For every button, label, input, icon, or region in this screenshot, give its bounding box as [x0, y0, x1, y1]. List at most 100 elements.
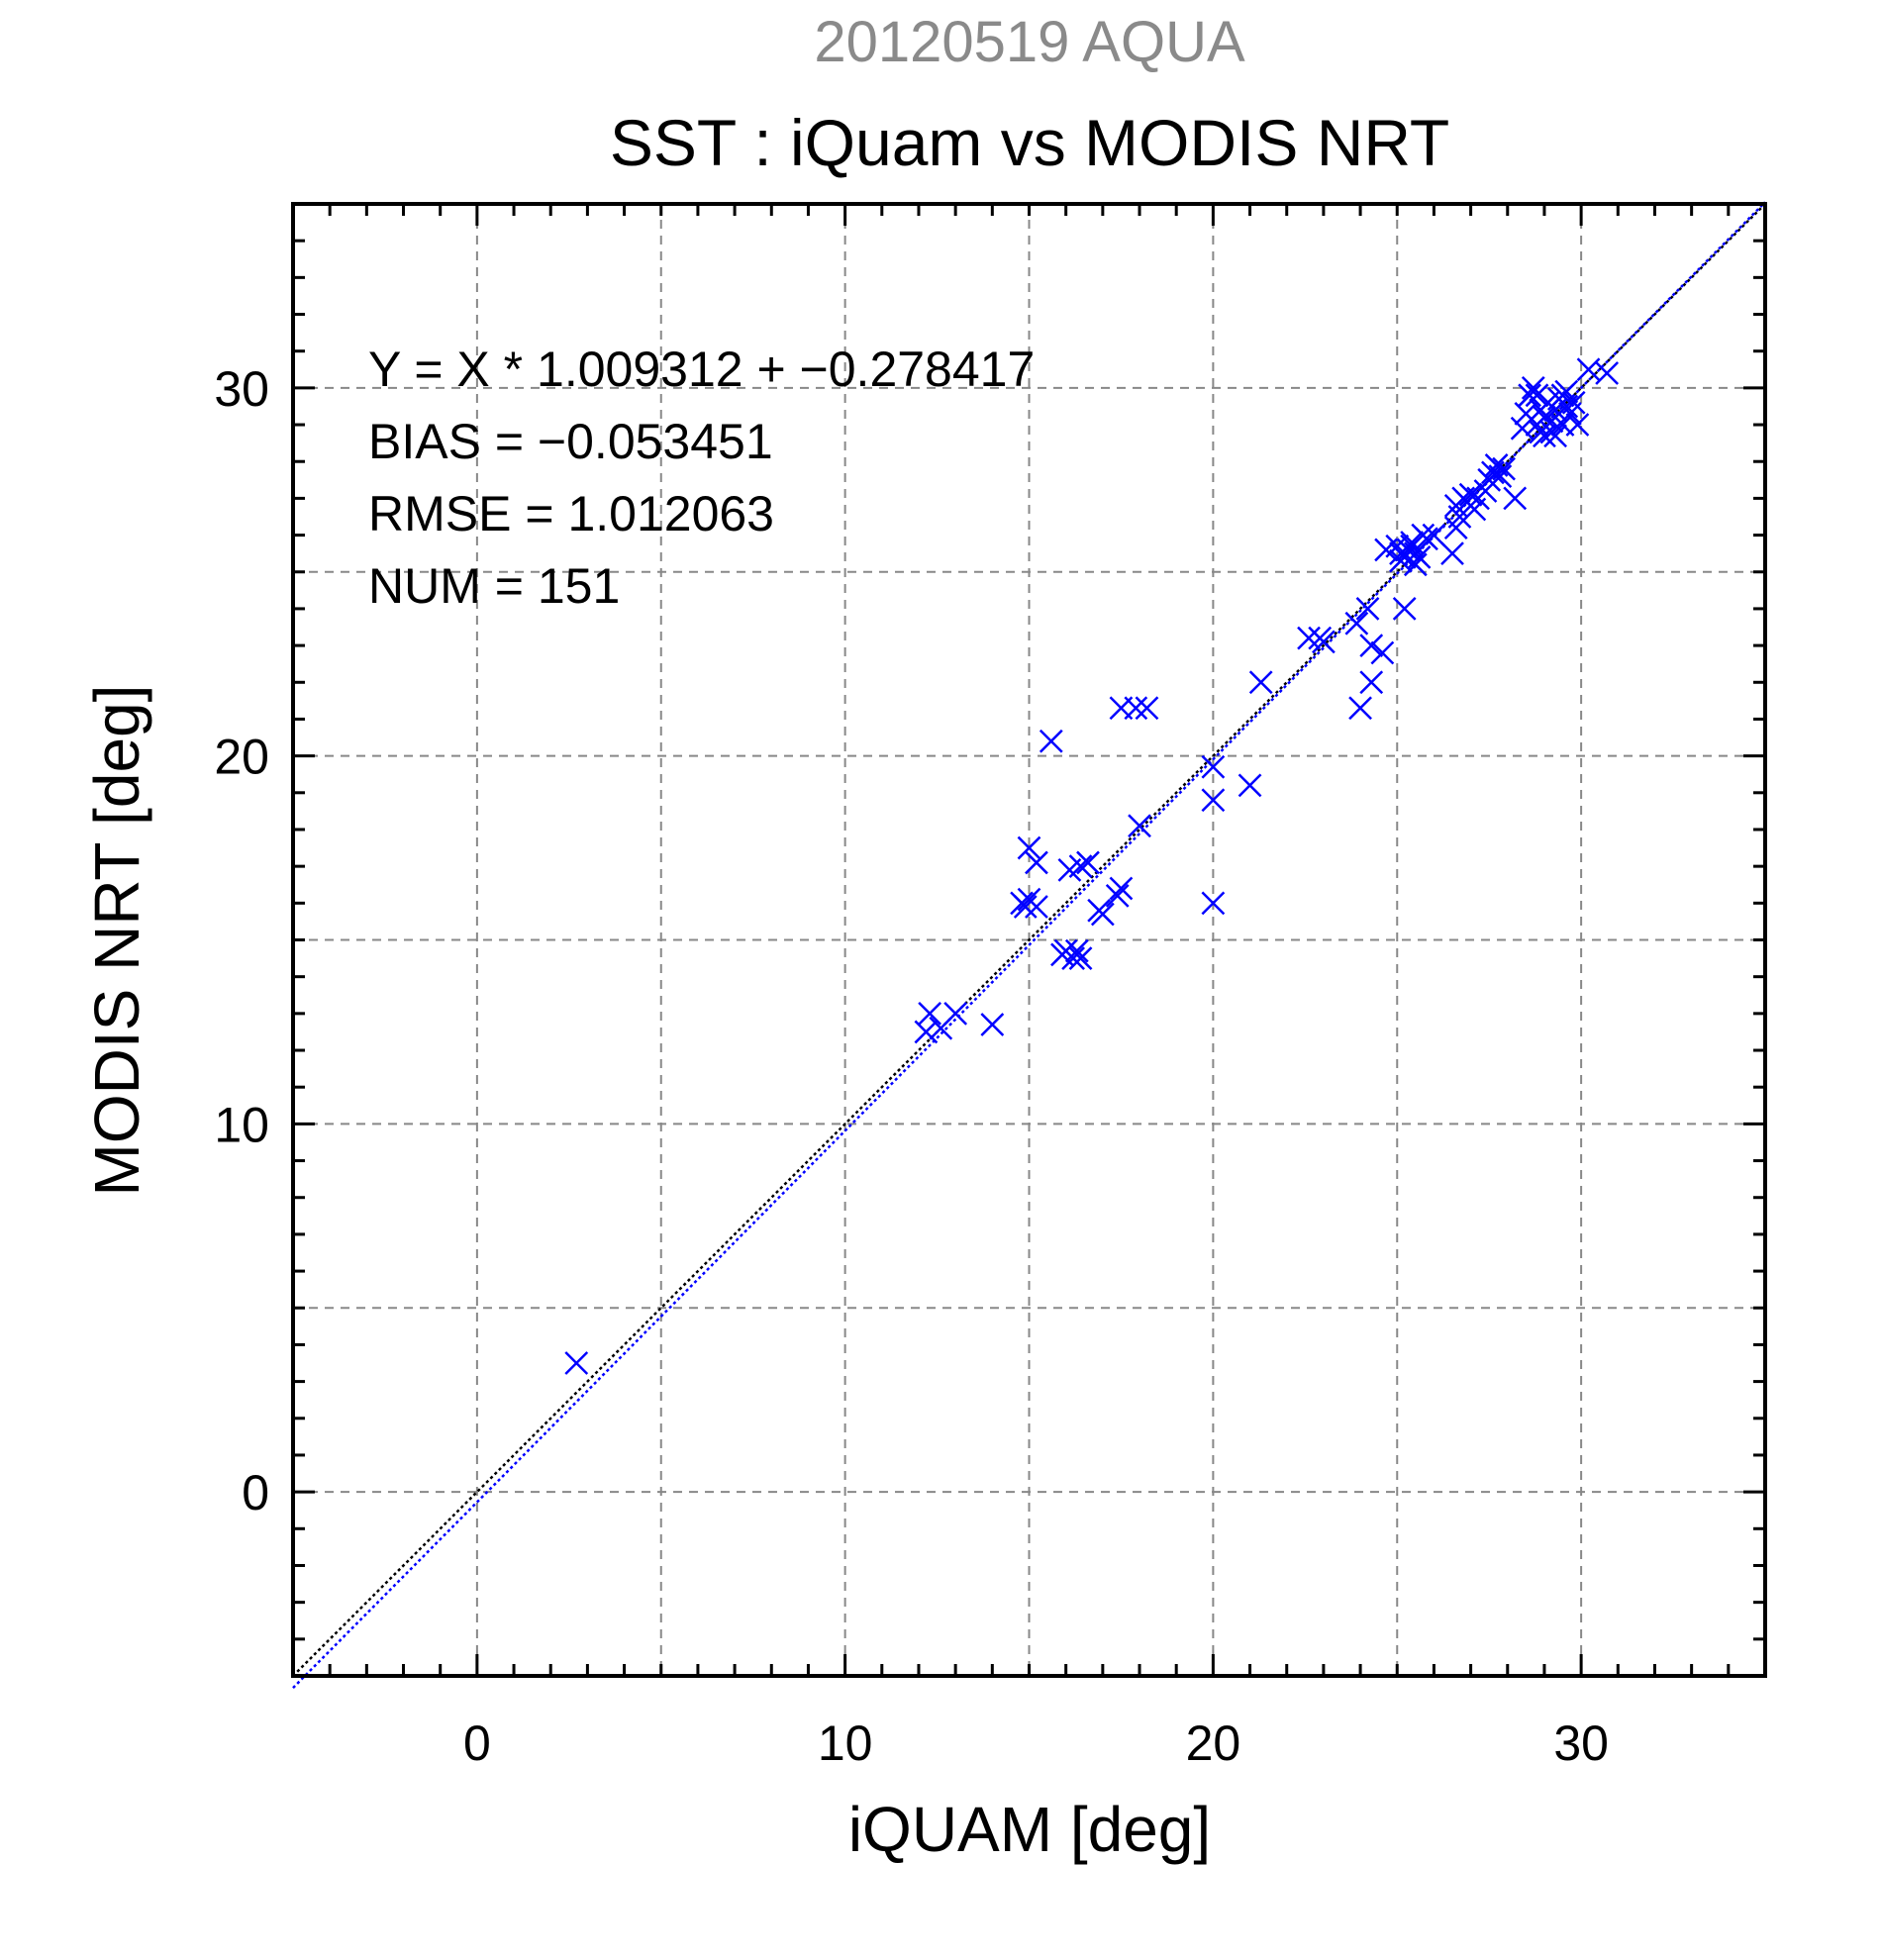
- data-point-stroke: [1359, 670, 1384, 695]
- data-point-stroke: [1521, 375, 1545, 400]
- data-point-stroke: [914, 1020, 939, 1044]
- data-point: [1064, 938, 1089, 963]
- data-point: [1492, 456, 1516, 481]
- data-point-stroke: [1561, 390, 1586, 415]
- regression-line: [292, 201, 1766, 1689]
- x-tick-label: 20: [1186, 1715, 1241, 1771]
- data-point-stroke: [1533, 405, 1556, 430]
- data-point: [1595, 361, 1620, 385]
- data-point: [1533, 405, 1556, 430]
- data-point: [980, 1013, 1005, 1036]
- data-point: [1518, 383, 1541, 408]
- data-point: [1068, 854, 1093, 879]
- data-point-stroke: [1105, 884, 1130, 908]
- data-point: [1484, 453, 1509, 477]
- data-point-stroke: [1595, 361, 1620, 385]
- data-point: [1529, 420, 1553, 444]
- data-point: [1407, 544, 1432, 569]
- data-point: [1462, 497, 1487, 522]
- data-point-stroke: [1238, 773, 1262, 798]
- data-point-stroke: [1447, 505, 1472, 529]
- identity-line: [292, 203, 1766, 1677]
- data-point: [1503, 486, 1528, 511]
- data-point: [1076, 850, 1100, 875]
- x-tick-label: 30: [1553, 1715, 1609, 1771]
- data-point: [1248, 670, 1273, 695]
- data-point: [1392, 597, 1417, 621]
- data-point-stroke: [980, 1013, 1005, 1036]
- data-point-stroke: [1201, 788, 1226, 813]
- stat-line: RMSE = 1.012063: [368, 486, 774, 541]
- data-point-stroke: [1370, 640, 1395, 665]
- data-point-stroke: [1297, 626, 1321, 650]
- y-tick-label: 0: [242, 1465, 269, 1520]
- data-point-stroke: [1039, 729, 1063, 753]
- chart-subtitle: SST : iQuam vs MODIS NRT: [610, 106, 1449, 179]
- data-point-stroke: [1529, 420, 1553, 444]
- data-point: [1370, 640, 1395, 665]
- data-point: [1400, 534, 1425, 558]
- data-point: [914, 1020, 939, 1044]
- data-point-stroke: [1514, 402, 1538, 426]
- data-point: [1359, 670, 1384, 695]
- grid-lines: [293, 204, 1765, 1676]
- data-point-stroke: [1090, 902, 1115, 927]
- data-point-stroke: [1013, 895, 1038, 919]
- data-point-stroke: [1201, 754, 1226, 779]
- data-point: [1359, 634, 1384, 657]
- data-point-stroke: [1389, 548, 1413, 573]
- data-point: [1061, 946, 1085, 970]
- data-point: [1554, 379, 1579, 404]
- y-tick-label: 10: [214, 1097, 269, 1152]
- data-point-stroke: [1025, 895, 1048, 919]
- data-point-stroke: [1312, 630, 1336, 654]
- data-point-stroke: [1355, 597, 1380, 621]
- data-point-stroke: [1484, 453, 1509, 477]
- data-point-stroke: [1392, 597, 1417, 621]
- data-point: [1013, 895, 1038, 919]
- y-tick-label: 20: [214, 730, 269, 785]
- data-point: [1415, 527, 1438, 551]
- data-point: [1440, 541, 1464, 566]
- y-tick-label: 30: [214, 361, 269, 417]
- plot-frame: [291, 202, 1767, 1678]
- data-point-stroke: [1017, 835, 1041, 860]
- data-point-stroke: [1400, 531, 1425, 554]
- data-point-stroke: [1576, 357, 1601, 382]
- data-point-stroke: [1440, 541, 1464, 566]
- data-point-stroke: [918, 1001, 942, 1026]
- data-point: [1389, 548, 1413, 573]
- data-point-stroke: [1124, 696, 1148, 721]
- y-axis-label: MODIS NRT [deg]: [81, 685, 152, 1197]
- data-point-stroke: [1400, 534, 1425, 558]
- data-point-stroke: [1407, 544, 1432, 569]
- data-point: [1025, 850, 1048, 875]
- data-point: [1201, 788, 1226, 813]
- data-point: [1090, 902, 1115, 927]
- data-point: [1312, 630, 1336, 654]
- statistics-box: Y = X * 1.009312 + −0.278417 BIAS = −0.05…: [368, 342, 1035, 614]
- data-point-stroke: [1543, 424, 1567, 448]
- data-point-stroke: [1518, 383, 1541, 408]
- data-point-stroke: [1415, 527, 1438, 551]
- tick-labels: 0 10 20 30 0 10 20 30: [214, 361, 1609, 1771]
- data-point: [1403, 552, 1428, 577]
- data-point: [1025, 895, 1048, 919]
- data-point: [1039, 729, 1063, 753]
- data-point-stroke: [1510, 416, 1534, 441]
- stat-line: NUM = 151: [368, 558, 620, 614]
- data-point: [1201, 754, 1226, 779]
- stat-line: BIAS = −0.053451: [368, 414, 773, 469]
- data-point-stroke: [1554, 379, 1579, 404]
- data-point-stroke: [1076, 850, 1100, 875]
- data-point-stroke: [1201, 891, 1226, 916]
- data-point-stroke: [1109, 876, 1134, 901]
- data-point-stroke: [1458, 482, 1483, 507]
- data-point: [1348, 696, 1372, 721]
- data-point: [943, 1001, 968, 1026]
- data-point-stroke: [1492, 456, 1516, 481]
- data-points: [564, 357, 1620, 1375]
- data-point: [1297, 626, 1321, 650]
- data-point-stroke: [1344, 611, 1369, 636]
